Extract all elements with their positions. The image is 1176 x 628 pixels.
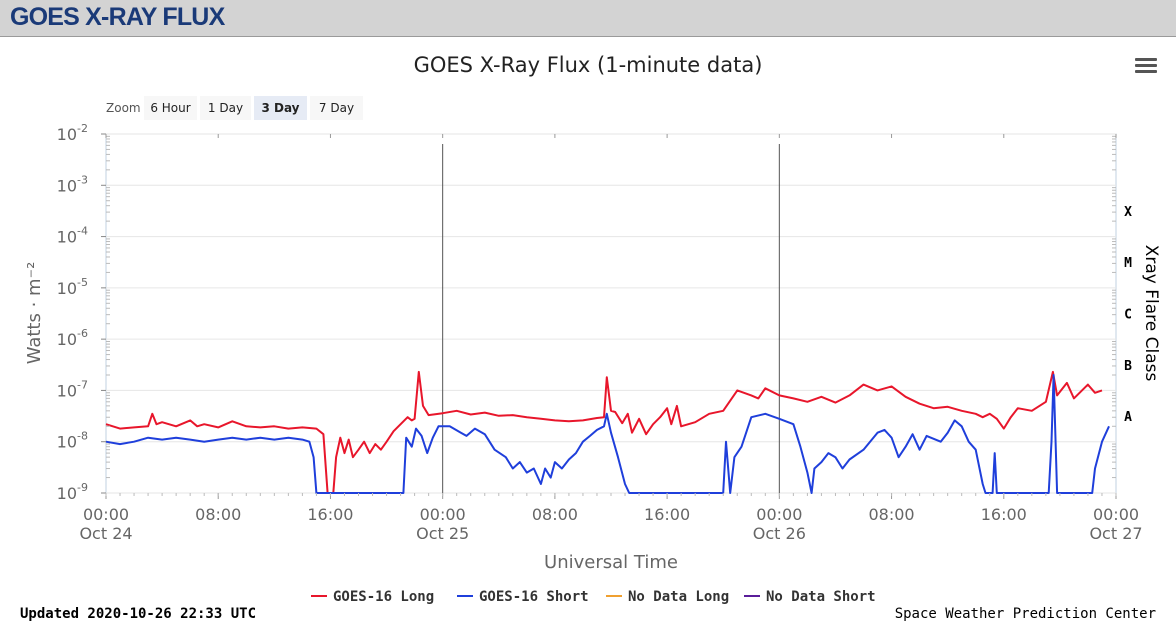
x-tick-label: 08:00 (869, 505, 915, 524)
x-tick-date-label: Oct 26 (753, 524, 806, 543)
flare-class-label: A (1124, 410, 1132, 425)
chart-title: GOES X-Ray Flux (1-minute data) (413, 53, 763, 77)
legend-swatch (457, 595, 473, 597)
x-tick-label: 16:00 (307, 505, 353, 524)
x-tick-label: 16:00 (644, 505, 690, 524)
flare-class-label: X (1124, 205, 1132, 220)
zoom-7-day-button[interactable]: 7 Day (310, 96, 363, 120)
series-lines[interactable] (105, 370, 1110, 494)
x-tick-date-label: Oct 24 (79, 524, 132, 543)
grid-lines (105, 133, 1117, 494)
y-tick-label: 10-5 (57, 276, 88, 298)
day-boundaries (442, 144, 780, 493)
legend: GOES-16 Long GOES-16 Short No Data Long … (0, 589, 1176, 607)
x-tick-label: 08:00 (532, 505, 578, 524)
x-tick-label: 08:00 (195, 505, 241, 524)
legend-label: GOES-16 Long (333, 589, 435, 605)
y-tick-label: 10-8 (57, 430, 88, 452)
hamburger-icon[interactable] (1135, 58, 1157, 76)
flare-class-label: C (1124, 308, 1132, 323)
legend-item-goes16-long[interactable]: GOES-16 Long (311, 589, 434, 605)
x-tick-label: 00:00 (83, 505, 129, 524)
legend-item-no-data-short[interactable]: No Data Short (744, 589, 876, 605)
series-line-goes-16-short (105, 374, 1110, 494)
zoom-3-day-button[interactable]: 3 Day (254, 96, 307, 120)
flare-class-axis-title: Xray Flare Class (1141, 245, 1161, 382)
legend-label: GOES-16 Short (479, 589, 589, 605)
zoom-6-hour-button[interactable]: 6 Hour (144, 96, 197, 120)
x-tick-date-label: Oct 25 (416, 524, 469, 543)
zoom-1-day-button[interactable]: 1 Day (200, 96, 251, 120)
legend-item-goes16-short[interactable]: GOES-16 Short (457, 589, 589, 605)
flare-class-label: B (1124, 359, 1132, 374)
y-tick-label: 10-9 (57, 481, 88, 503)
axes: 10-210-310-410-510-610-710-810-900:00Oct… (57, 122, 1143, 543)
y-tick-label: 10-7 (57, 378, 88, 400)
x-tick-label: 00:00 (1093, 505, 1139, 524)
y-tick-label: 10-6 (57, 327, 88, 349)
brand-logo: GOES X-RAY FLUX (10, 3, 225, 31)
x-tick-date-label: Oct 27 (1089, 524, 1142, 543)
legend-swatch (311, 595, 327, 597)
updated-timestamp: Updated 2020-10-26 22:33 UTC (20, 606, 257, 622)
legend-label: No Data Short (766, 589, 876, 605)
flare-class-label: M (1124, 256, 1132, 271)
y-tick-label: 10-2 (57, 122, 88, 144)
y-tick-label: 10-4 (57, 225, 88, 247)
legend-label: No Data Long (628, 589, 730, 605)
legend-item-no-data-long[interactable]: No Data Long (606, 589, 729, 605)
y-axis-title: Watts · m⁻² (24, 262, 45, 365)
x-tick-label: 00:00 (756, 505, 802, 524)
x-tick-label: 16:00 (981, 505, 1027, 524)
legend-swatch (606, 595, 622, 597)
x-tick-label: 00:00 (420, 505, 466, 524)
plot-border (105, 133, 1117, 494)
series-line-goes-16-long (105, 370, 1103, 494)
top-bar: GOES X-RAY FLUX (0, 0, 1176, 37)
y-tick-label: 10-3 (57, 173, 88, 195)
x-axis-title: Universal Time (544, 552, 678, 573)
credit-text: Space Weather Prediction Center (894, 606, 1156, 622)
legend-swatch (744, 595, 760, 597)
zoom-label: Zoom (106, 101, 141, 115)
